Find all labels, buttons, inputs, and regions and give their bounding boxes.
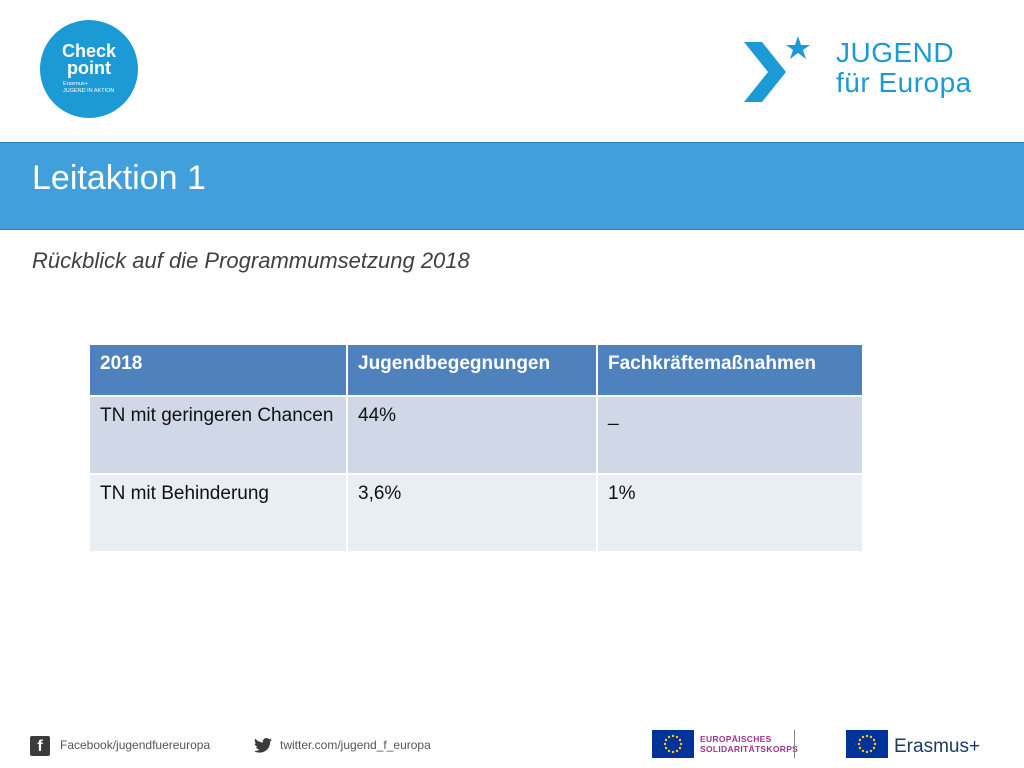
erasmus-plus-text: Erasmus+ [894,736,981,757]
table-cell: _ [596,395,864,475]
table-row: TN mit Behinderung 3,6% 1% [88,473,864,553]
table-cell: TN mit geringeren Chancen [88,395,348,475]
table-cell: 1% [596,473,864,553]
jfe-logo-text: JUGEND für Europa [836,38,972,98]
eu-flag-icon [846,730,888,758]
esk-line1: EUROPÄISCHES [700,734,772,744]
table-cell: 3,6% [346,473,598,553]
checkpoint-sub1: Erasmus+ [63,81,88,87]
twitter-link[interactable]: twitter.com/jugend_f_europa [280,738,431,752]
solidaritaetskorps-logo: EUROPÄISCHES SOLIDARITÄTSKORPS [652,730,802,760]
table-row: TN mit geringeren Chancen 44% _ [88,395,864,475]
logo-divider [794,730,795,758]
jfe-line1: JUGEND [836,37,955,68]
table-header-cell: 2018 [88,343,348,397]
eu-flag-icon [652,730,694,758]
checkpoint-sub2: JUGEND IN AKTION [63,88,115,94]
footer: f Facebook/jugendfuereuropa twitter.com/… [0,726,1024,768]
data-table: 2018 Jugendbegegnungen Fachkräftemaßnahm… [88,343,864,553]
slide-title: Leitaktion 1 [32,159,206,197]
twitter-icon[interactable] [254,738,272,753]
checkpoint-line1: Check [61,41,117,61]
facebook-icon[interactable]: f [30,736,50,756]
table-cell: 44% [346,395,598,475]
checkpoint-logo-title: Check point [61,41,117,78]
checkpoint-logo: Check point Erasmus+ JUGEND IN AKTION [40,20,138,118]
table-header-row: 2018 Jugendbegegnungen Fachkräftemaßnahm… [88,343,864,397]
table-cell: TN mit Behinderung [88,473,348,553]
table-header-cell: Fachkräftemaßnahmen [596,343,864,397]
solidaritaetskorps-text: EUROPÄISCHES SOLIDARITÄTSKORPS [700,734,798,754]
table-header-cell: Jugendbegegnungen [346,343,598,397]
title-band: Leitaktion 1 [0,142,1024,230]
erasmus-plus-logo: Erasmus+ [846,730,996,760]
jfe-chevron-star-icon [744,36,810,102]
slide-subtitle: Rückblick auf die Programmumsetzung 2018 [32,248,470,273]
esk-line2: SOLIDARITÄTSKORPS [700,744,799,754]
jugend-fuer-europa-logo: JUGEND für Europa [740,32,1000,112]
checkpoint-line2: point [67,58,111,78]
facebook-link[interactable]: Facebook/jugendfuereuropa [60,738,211,752]
jfe-line2: für Europa [836,67,972,98]
checkpoint-logo-subtitle: Erasmus+ JUGEND IN AKTION [63,81,115,95]
